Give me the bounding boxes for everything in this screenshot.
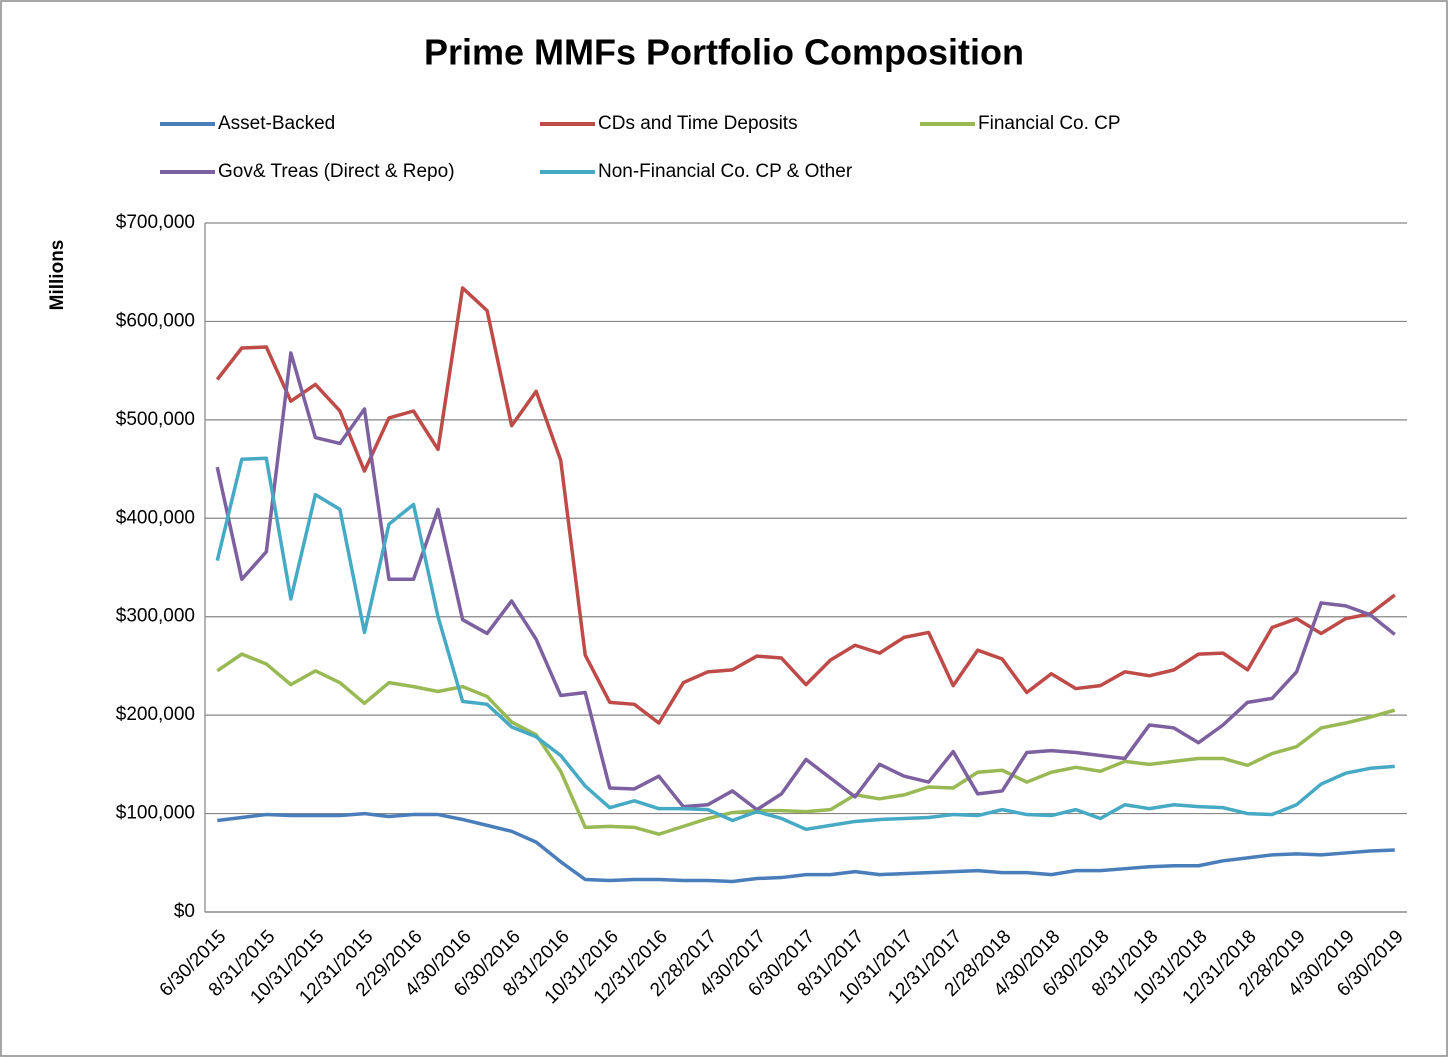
legend-label: Gov& Treas (Direct & Repo): [218, 161, 455, 182]
series-line: [217, 811, 1395, 884]
y-axis-label: Millions: [47, 240, 68, 311]
legend-label: Financial Co. CP: [978, 113, 1121, 134]
series-line: [215, 456, 1395, 832]
y-tick-label: $200,000: [116, 704, 195, 725]
series-line: [216, 652, 1396, 836]
y-tick-label: $700,000: [116, 212, 195, 233]
y-tick-label: $500,000: [116, 409, 195, 430]
chart-title: Prime MMFs Portfolio Composition: [424, 32, 1024, 73]
legend-label: CDs and Time Deposits: [598, 113, 798, 134]
y-tick-label: $600,000: [116, 310, 195, 331]
y-tick-label: $100,000: [116, 803, 195, 824]
series-line: [215, 286, 1396, 725]
legend-label: Asset-Backed: [218, 113, 335, 134]
legend-label: Non-Financial Co. CP & Other: [598, 161, 853, 182]
series-line: [215, 351, 1396, 812]
y-tick-label: $300,000: [116, 606, 195, 627]
y-tick-label: $0: [174, 901, 195, 922]
y-tick-label: $400,000: [116, 507, 195, 528]
